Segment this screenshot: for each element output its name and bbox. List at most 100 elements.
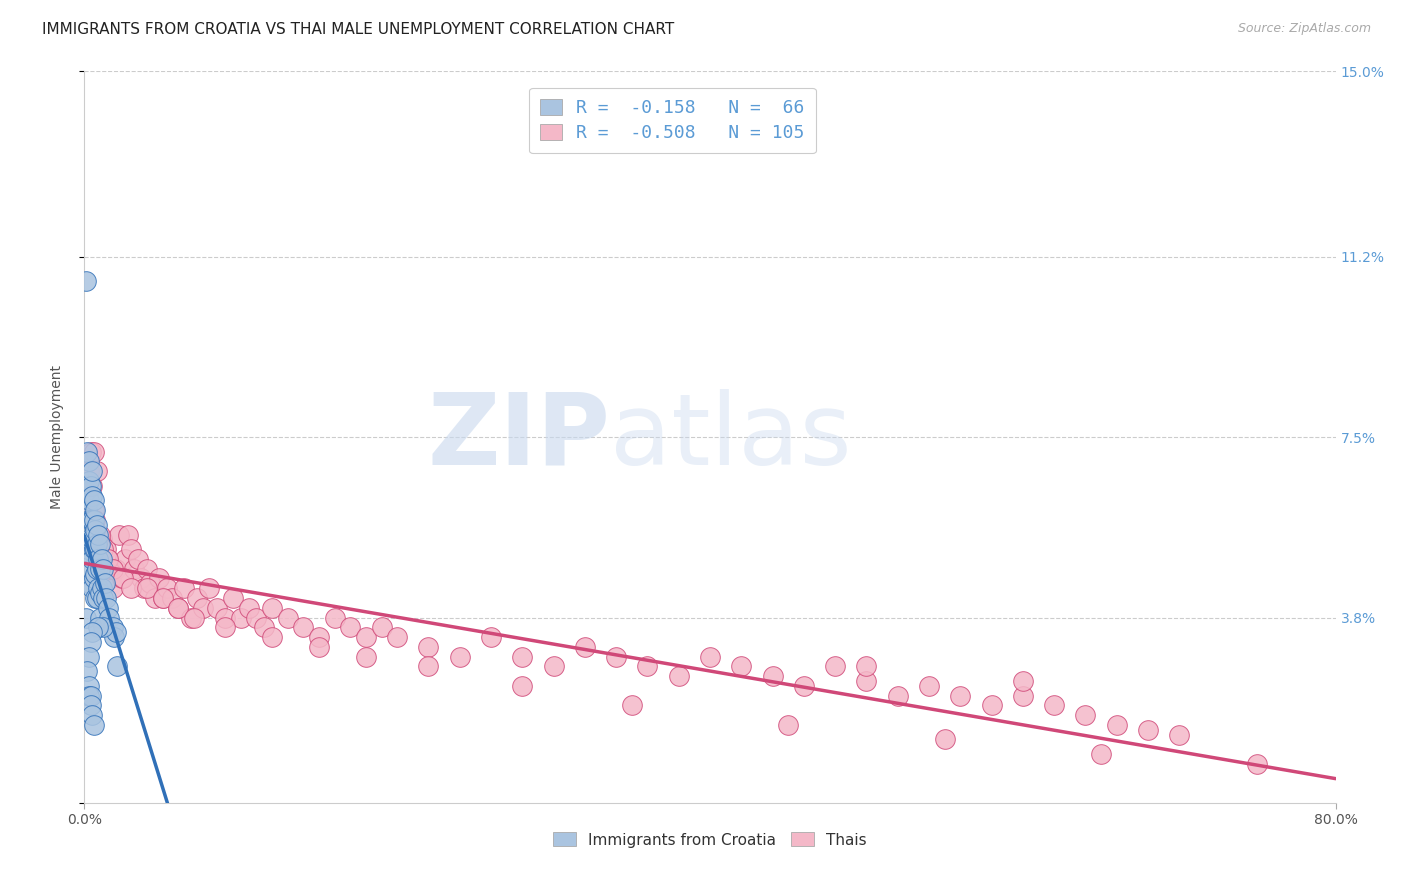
Point (292, 620, 315, 634)
Point (82, 533, 104, 547)
Point (83, 718, 105, 732)
Point (112, 572, 135, 586)
Point (143, 591, 166, 605)
Point (82, 513, 104, 527)
Point (778, 718, 800, 732)
Point (543, 659, 565, 673)
Point (238, 600, 260, 615)
Point (418, 640, 440, 654)
Point (100, 572, 122, 586)
Point (87, 581, 110, 595)
Point (77, 533, 100, 547)
Point (193, 600, 215, 615)
Point (93, 576, 115, 591)
Point (117, 527, 139, 541)
Point (104, 625, 127, 640)
Point (79, 562, 101, 576)
Point (101, 581, 124, 595)
Point (114, 552, 136, 566)
Point (207, 600, 229, 615)
Point (101, 620, 124, 634)
Point (87, 527, 110, 541)
Point (167, 600, 190, 615)
Point (86, 537, 108, 551)
Point (136, 581, 159, 595)
Point (97, 552, 120, 566)
Point (793, 679, 815, 693)
Point (887, 689, 910, 703)
Point (79, 513, 101, 527)
Point (934, 732, 956, 747)
Point (91, 542, 114, 557)
Point (139, 576, 162, 591)
Point (77, 493, 100, 508)
Point (762, 669, 785, 683)
Point (855, 673, 877, 688)
Point (86, 517, 108, 532)
Point (86, 562, 108, 576)
Point (82, 581, 104, 595)
Point (77, 649, 100, 664)
Point (214, 620, 236, 634)
Point (87, 542, 110, 557)
Point (1168, 727, 1191, 741)
Point (354, 649, 377, 664)
Point (82, 464, 104, 478)
Point (949, 689, 972, 703)
Point (86, 464, 108, 478)
Point (83, 444, 105, 458)
Point (83, 503, 105, 517)
Point (84, 591, 107, 605)
Point (89, 586, 111, 600)
Point (183, 610, 205, 624)
Point (90, 581, 112, 595)
Point (79, 635, 101, 649)
Point (1246, 756, 1268, 771)
Point (824, 659, 846, 673)
Point (605, 649, 627, 664)
Point (152, 591, 174, 605)
Point (120, 581, 142, 595)
Point (75, 610, 97, 624)
Point (98, 610, 121, 624)
Point (76, 479, 98, 493)
Point (111, 572, 134, 586)
Point (84, 566, 107, 581)
Point (89, 537, 111, 551)
Point (83, 542, 105, 557)
Point (76, 542, 98, 557)
Point (148, 572, 170, 586)
Point (354, 630, 377, 644)
Point (127, 552, 149, 566)
Point (160, 591, 183, 605)
Point (370, 620, 392, 634)
Point (89, 552, 111, 566)
Point (91, 552, 114, 566)
Point (214, 610, 236, 624)
Point (1074, 708, 1097, 723)
Point (82, 489, 104, 503)
Point (82, 479, 104, 493)
Point (107, 527, 129, 541)
Point (77, 464, 100, 478)
Point (620, 698, 643, 713)
Point (77, 474, 100, 488)
Point (1043, 698, 1066, 713)
Point (77, 513, 100, 527)
Point (97, 600, 120, 615)
Point (668, 669, 690, 683)
Point (96, 542, 118, 557)
Point (89, 562, 111, 576)
Point (105, 659, 128, 673)
Point (418, 659, 440, 673)
Point (86, 533, 108, 547)
Point (77, 689, 100, 703)
Point (245, 610, 267, 624)
Point (89, 527, 111, 541)
Point (79, 444, 101, 458)
Point (136, 562, 159, 576)
Point (96, 591, 118, 605)
Legend: Immigrants from Croatia, Thais: Immigrants from Croatia, Thais (547, 826, 873, 854)
Point (91, 620, 114, 634)
Point (308, 640, 330, 654)
